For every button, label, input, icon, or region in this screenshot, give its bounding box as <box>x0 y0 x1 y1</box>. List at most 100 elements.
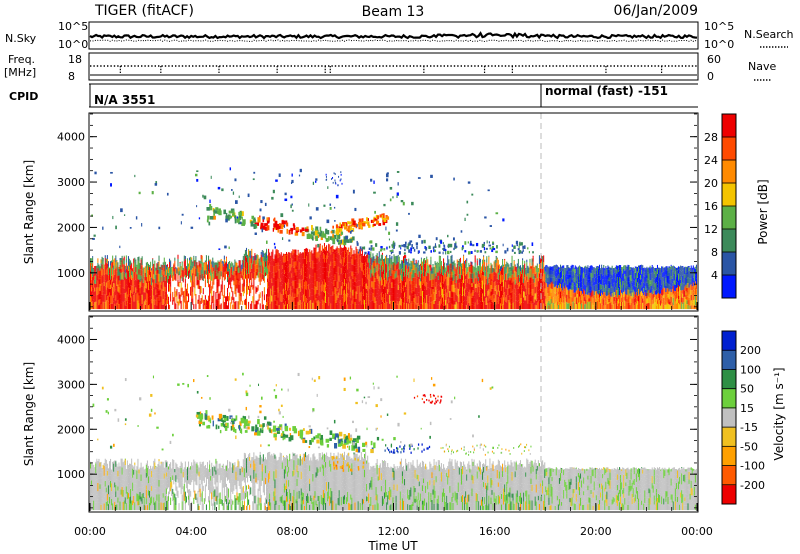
power-cell <box>536 264 538 271</box>
power-cell <box>320 271 322 281</box>
power-cell <box>626 266 628 269</box>
power-cell <box>90 287 92 296</box>
power-cell <box>124 292 126 298</box>
power-cell <box>490 272 492 280</box>
power-cell <box>341 305 343 310</box>
power-cell <box>184 259 186 267</box>
power-cell <box>472 273 474 283</box>
power-cell <box>623 291 625 297</box>
power-cell <box>462 286 464 296</box>
power-cell <box>486 269 488 279</box>
power-cell <box>460 282 462 292</box>
power-cell <box>624 283 626 291</box>
power-cell <box>376 298 378 305</box>
power-cell <box>202 288 204 295</box>
power-cell <box>457 261 459 266</box>
power-cell <box>527 247 529 250</box>
power-cell <box>156 274 158 284</box>
power-cell <box>619 283 621 287</box>
power-cell <box>242 275 244 283</box>
power-cell <box>541 280 543 287</box>
power-cell <box>425 260 427 264</box>
power-cell <box>604 302 606 310</box>
power-cell <box>320 284 322 292</box>
power-cell <box>632 303 634 310</box>
power-cell <box>252 273 254 279</box>
power-cell <box>466 287 468 296</box>
noise-search-trace <box>90 39 698 43</box>
power-cell <box>325 267 327 275</box>
power-cell <box>654 278 656 284</box>
power-cell <box>347 221 350 225</box>
power-cell <box>528 279 530 284</box>
power-cell <box>339 273 341 282</box>
power-cell <box>366 264 368 270</box>
power-cell <box>174 257 176 261</box>
power-cell <box>114 283 116 292</box>
power-cell <box>389 254 391 256</box>
power-cell <box>291 251 293 253</box>
power-cell <box>299 271 301 276</box>
power-cell <box>450 289 452 298</box>
power-cell <box>499 298 501 304</box>
power-cell <box>165 304 167 310</box>
power-cell <box>262 250 264 253</box>
power-cell <box>382 261 385 270</box>
power-cell <box>351 271 353 277</box>
power-cell <box>448 298 450 303</box>
power-cell <box>417 177 421 179</box>
power-cell <box>367 262 369 268</box>
power-cell <box>219 291 221 300</box>
power-cell <box>296 305 298 310</box>
power-cell <box>303 294 305 303</box>
power-cell <box>278 269 280 278</box>
power-cell <box>645 304 647 310</box>
power-cell <box>272 282 274 286</box>
power-cell <box>601 273 603 279</box>
power-cell <box>349 262 351 268</box>
power-cell <box>298 304 300 310</box>
power-cell <box>450 274 452 281</box>
power-cell <box>483 295 485 301</box>
power-cell <box>215 292 217 300</box>
power-cell <box>426 256 428 258</box>
power-cell <box>528 273 530 280</box>
power-cell <box>590 286 592 293</box>
power-cell <box>469 284 471 290</box>
power-cell <box>164 304 166 310</box>
power-cell <box>125 291 127 301</box>
power-cell <box>319 266 321 275</box>
power-cell <box>484 259 486 262</box>
power-cell <box>629 283 631 289</box>
power-cell <box>368 296 370 305</box>
power-cell <box>348 277 350 283</box>
power-cell <box>614 295 616 300</box>
power-cell <box>601 292 603 299</box>
power-cell <box>451 291 453 298</box>
power-cell <box>419 295 421 304</box>
power-cell <box>108 288 111 293</box>
power-cell <box>372 281 374 289</box>
power-cell <box>113 273 115 278</box>
power-cell <box>334 173 336 175</box>
power-cell <box>376 304 378 310</box>
power-cell <box>478 283 480 287</box>
power-cell <box>629 305 631 310</box>
power-cell <box>458 278 460 283</box>
power-cell <box>568 267 570 268</box>
power-cell <box>656 284 658 288</box>
power-cell <box>231 296 233 304</box>
power-cell <box>295 253 297 262</box>
power-cell <box>176 268 178 274</box>
power-cell <box>119 258 121 260</box>
power-cell <box>469 240 472 244</box>
power-cell <box>431 278 433 287</box>
power-cell <box>438 290 440 297</box>
power-cell <box>497 272 499 280</box>
power-cell <box>424 258 426 259</box>
power-cell <box>174 267 176 273</box>
power-cell <box>641 287 643 291</box>
power-cell <box>512 269 514 274</box>
power-cell <box>480 272 483 282</box>
power-cell <box>223 264 225 272</box>
